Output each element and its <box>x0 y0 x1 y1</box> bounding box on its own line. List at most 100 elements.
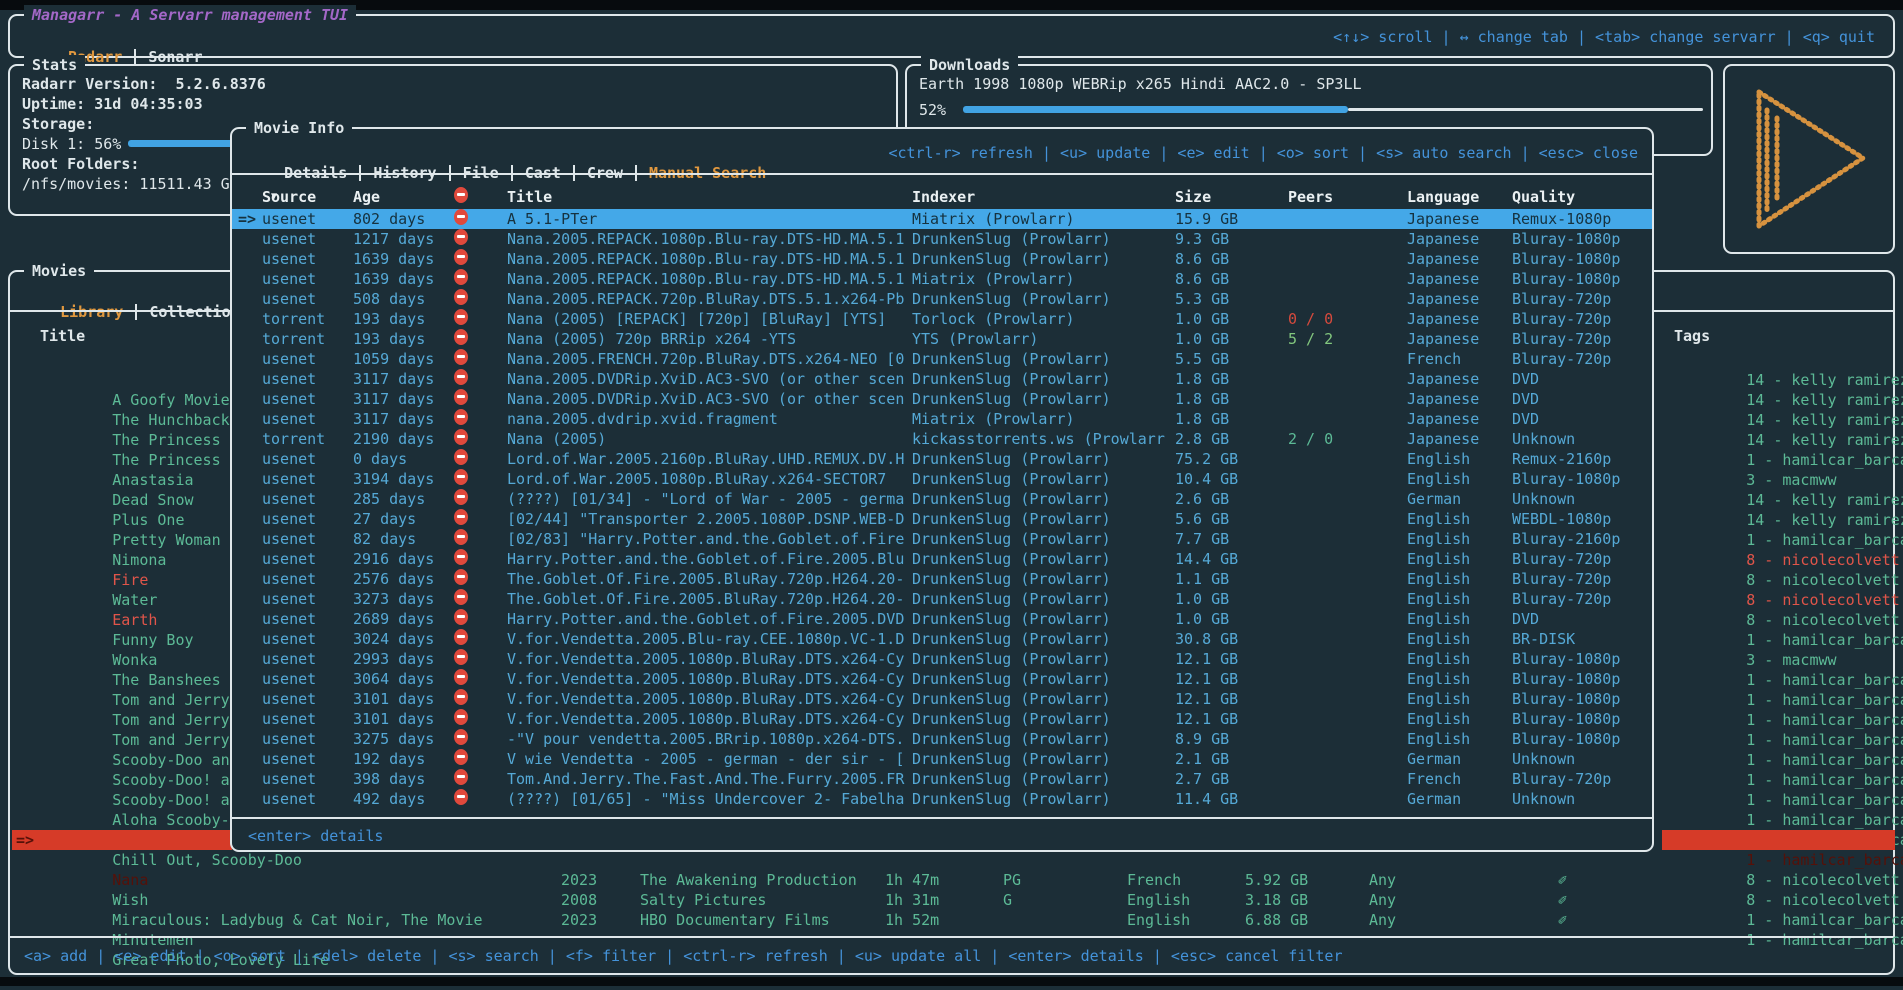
result-age: 3117 days <box>353 370 435 388</box>
movie-list-item[interactable]: Tom and Jerry: Snowma <box>12 650 302 709</box>
movie-list-item[interactable]: Plus One <box>12 470 232 529</box>
movie-list-item[interactable]: The Hunchback of Notr <box>12 370 302 429</box>
search-result-row[interactable]: usenet 3024 days V.for.Vendetta.2005.Blu… <box>232 629 1652 649</box>
search-result-row[interactable]: usenet 2993 days V.for.Vendetta.2005.108… <box>232 649 1652 669</box>
movie-list-item[interactable]: Scooby-Doo! and the M <box>12 750 302 809</box>
result-quality: Bluray-1080p <box>1512 690 1621 708</box>
tag-label: 1 - hamilcar_barca <box>1746 671 1903 689</box>
result-language: English <box>1407 610 1471 628</box>
movie-list-item[interactable]: Nimona <box>12 510 232 569</box>
header-quality[interactable]: Quality <box>1512 188 1576 206</box>
movie-list-item[interactable]: Scooby-Doo! and the L <box>12 730 302 789</box>
search-result-row[interactable]: usenet 2689 days Harry.Potter.and.the.Go… <box>232 609 1652 629</box>
movie-list-item[interactable]: The Princess Diaries <box>12 390 293 449</box>
search-result-row[interactable]: usenet 0 days Lord.of.War.2005.2160p.Blu… <box>232 449 1652 469</box>
search-result-row[interactable]: usenet 192 days V wie Vendetta - 2005 - … <box>232 749 1652 769</box>
result-title: Nana.2005.REPACK.720p.BluRay.DTS.5.1.x26… <box>507 290 905 308</box>
search-result-row[interactable]: usenet 3275 days -"V pour vendetta.2005.… <box>232 729 1652 749</box>
rejected-icon <box>454 629 468 645</box>
search-result-row[interactable]: usenet 398 days Tom.And.Jerry.The.Fast.A… <box>232 769 1652 789</box>
search-result-row[interactable]: torrent 193 days Nana (2005) [REPACK] [7… <box>232 309 1652 329</box>
search-result-row[interactable]: => usenet 802 days A 5.1-PTer Miatrix (P… <box>232 209 1652 229</box>
movie-list-item[interactable]: Fire <box>12 530 232 589</box>
result-source: usenet <box>262 370 317 388</box>
result-indexer: DrunkenSlug (Prowlarr) <box>912 590 1111 608</box>
header-age[interactable]: Age <box>353 188 381 206</box>
search-result-row[interactable]: usenet 2916 days Harry.Potter.and.the.Go… <box>232 549 1652 569</box>
result-title: Nana (2005) 720p BRRip x264 -YTS <box>507 330 796 348</box>
search-result-row[interactable]: usenet 2576 days The.Goblet.Of.Fire.2005… <box>232 569 1652 589</box>
tab-sonarr[interactable]: Sonarr <box>148 48 203 66</box>
movie-list-item[interactable]: Tom and Jerry: A Nutc <box>12 690 302 749</box>
search-result-row[interactable]: usenet 3101 days V.for.Vendetta.2005.108… <box>232 689 1652 709</box>
search-result-row[interactable]: torrent 193 days Nana (2005) 720p BRRip … <box>232 329 1652 349</box>
result-age: 508 days <box>353 290 426 308</box>
movie-list-item[interactable]: A Goofy Movie <box>12 350 232 409</box>
movie-list-item[interactable]: Dead Snow <box>12 450 232 509</box>
header-title[interactable]: Title <box>507 188 553 206</box>
search-result-row[interactable]: usenet 1639 days Nana.2005.REPACK.1080p.… <box>232 269 1652 289</box>
movie-list-item[interactable]: Scooby-Doo! Pirates A <box>12 790 302 849</box>
movie-list-item[interactable]: Aloha Scooby-Doo! <box>12 770 266 829</box>
disk-label: Disk 1: 56% <box>22 135 122 153</box>
header-peers[interactable]: Peers <box>1288 188 1334 206</box>
result-age: 3273 days <box>353 590 435 608</box>
result-age: 3194 days <box>353 470 435 488</box>
search-result-row[interactable]: usenet 285 days (????) [01/34] - "Lord o… <box>232 489 1652 509</box>
movie-list-item[interactable]: => Nana <box>12 830 232 889</box>
movie-list-item[interactable]: Scooby-Doo and the Al <box>12 710 302 769</box>
search-result-row[interactable]: usenet 27 days [02/44] "Transporter 2.20… <box>232 509 1652 529</box>
result-language: Japanese <box>1407 430 1480 448</box>
movie-list-item[interactable]: Great Photo, Lovely Life <box>12 910 329 969</box>
result-language: German <box>1407 750 1462 768</box>
movie-list-item[interactable]: Earth <box>12 570 232 629</box>
search-result-row[interactable]: usenet 1639 days Nana.2005.REPACK.1080p.… <box>232 249 1652 269</box>
header-indexer[interactable]: Indexer <box>912 188 976 206</box>
search-result-row[interactable]: usenet 3273 days The.Goblet.Of.Fire.2005… <box>232 589 1652 609</box>
search-result-row[interactable]: usenet 492 days (????) [01/65] - "Miss U… <box>232 789 1652 809</box>
movie-title: Miraculous: Ladybug & Cat Noir, The Movi… <box>112 911 483 929</box>
movie-list-item[interactable]: Funny Boy <box>12 590 232 649</box>
movie-list-item[interactable]: Tom and Jerry: The Fa <box>12 670 302 729</box>
search-result-row[interactable]: usenet 508 days Nana.2005.REPACK.720p.Bl… <box>232 289 1652 309</box>
rejected-icon <box>454 789 468 805</box>
tab-collections[interactable]: Collections <box>149 303 249 321</box>
movie-language: English <box>1127 911 1191 929</box>
movie-list-item[interactable]: Anastasia <box>12 430 232 489</box>
result-source: usenet <box>262 550 317 568</box>
tag-item: 3 - macmww <box>1662 630 1895 669</box>
search-result-row[interactable]: usenet 3194 days Lord.of.War.2005.1080p.… <box>232 469 1652 489</box>
result-size: 14.4 GB <box>1175 550 1239 568</box>
movie-certification: PG <box>1003 871 1022 889</box>
search-result-row[interactable]: torrent 2190 days Nana (2005) kickasstor… <box>232 429 1652 449</box>
movie-list-item[interactable]: Wonka <box>12 610 232 669</box>
search-result-row[interactable]: usenet 1217 days Nana.2005.REPACK.1080p.… <box>232 229 1652 249</box>
search-result-row[interactable]: usenet 3064 days V.for.Vendetta.2005.108… <box>232 669 1652 689</box>
movie-title: Wonka <box>112 651 158 669</box>
movie-list-item[interactable]: The Princess Diaries <box>12 410 293 469</box>
search-result-row[interactable]: usenet 3117 days Nana.2005.DVDRip.XviD.A… <box>232 369 1652 389</box>
result-source: usenet <box>262 570 317 588</box>
tab-library[interactable]: Library <box>60 303 124 321</box>
tag-item: 8 - nicolecolvett <box>1662 850 1900 889</box>
movie-list-item[interactable]: Miraculous: Ladybug & Cat Noir, The Movi… <box>12 870 482 929</box>
movie-list-item[interactable]: Chill Out, Scooby-Doo <box>12 810 302 869</box>
tag-item: 8 - nicolecolvett <box>1662 590 1900 629</box>
movie-list-item[interactable]: Water <box>12 550 232 609</box>
search-result-row[interactable]: usenet 3117 days Nana.2005.DVDRip.XviD.A… <box>232 389 1652 409</box>
result-title: [02/44] "Transporter 2.2005.1080P.DSNP.W… <box>507 510 905 528</box>
header-language[interactable]: Language <box>1407 188 1480 206</box>
search-result-row[interactable]: usenet 3117 days nana.2005.dvdrip.xvid.f… <box>232 409 1652 429</box>
header-source[interactable]: Source ▼ <box>262 188 317 206</box>
movie-list-item[interactable]: The Banshees of Inish <box>12 630 302 689</box>
movie-list-item[interactable]: Wish <box>12 850 232 909</box>
search-result-row[interactable]: usenet 1059 days Nana.2005.FRENCH.720p.B… <box>232 349 1652 369</box>
search-result-row[interactable]: usenet 82 days [02/83] "Harry.Potter.and… <box>232 529 1652 549</box>
search-result-row[interactable]: usenet 3101 days V.for.Vendetta.2005.108… <box>232 709 1652 729</box>
tag-item: 1 - hamilcar_barca <box>1662 430 1903 469</box>
movie-list-item[interactable]: Minutemen <box>12 890 232 949</box>
movie-list-item[interactable]: Pretty Woman <box>12 490 232 549</box>
header-size[interactable]: Size <box>1175 188 1212 206</box>
rejected-icon <box>454 187 468 203</box>
result-indexer: DrunkenSlug (Prowlarr) <box>912 670 1111 688</box>
